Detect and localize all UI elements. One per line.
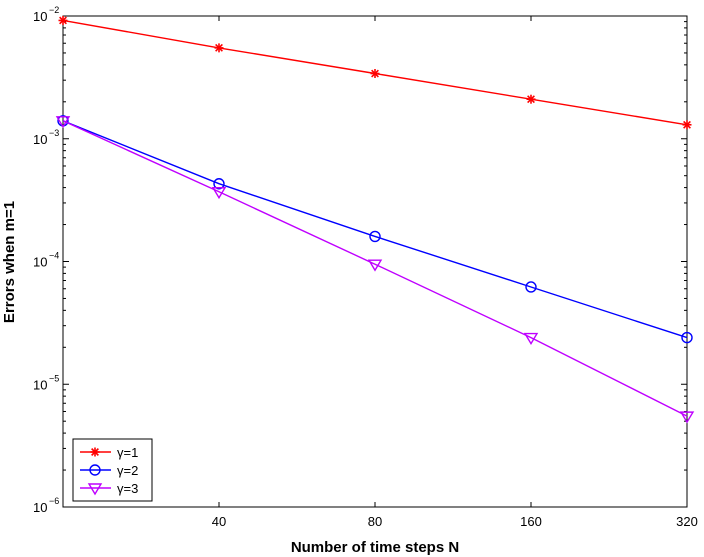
y-tick-base: 10 [33, 500, 47, 515]
y-tick-exponent: −3 [49, 128, 59, 138]
data-point-star [370, 69, 380, 79]
data-point-star [90, 447, 100, 457]
y-tick-base: 10 [33, 9, 47, 24]
y-tick-label: 10 −4 [33, 251, 59, 270]
series-line [62, 120, 688, 417]
series-group [55, 15, 695, 424]
data-point-star [526, 94, 536, 104]
y-tick-label: 10 −3 [33, 128, 59, 147]
x-axis-title: Number of time steps N [291, 539, 459, 556]
data-point-triangle [679, 411, 695, 424]
data-point-triangle [523, 332, 539, 345]
x-tick-label: 160 [520, 514, 542, 529]
legend-label: γ=2 [117, 463, 138, 478]
data-point-circle [525, 281, 537, 293]
series-1 [58, 15, 692, 130]
data-point-circle [681, 331, 693, 344]
data-point-triangle [367, 259, 383, 272]
y-tick-exponent: −4 [49, 251, 59, 261]
y-tick-label: 10 −6 [33, 496, 59, 515]
series-3 [55, 116, 695, 424]
data-point-triangle [55, 116, 71, 129]
legend-item: γ=2 [80, 463, 138, 478]
data-point-triangle [87, 483, 103, 496]
series-line [62, 120, 688, 339]
y-tick-exponent: −2 [49, 5, 59, 15]
legend-item: γ=3 [80, 481, 138, 496]
data-point-circle [369, 230, 381, 243]
data-point-star [58, 15, 68, 25]
y-axis-title: Errors when m=1 [1, 201, 18, 323]
plot-area [62, 15, 688, 508]
y-tick-exponent: −5 [49, 373, 59, 383]
legend-item: γ=1 [80, 445, 138, 460]
x-tick-label: 40 [212, 514, 226, 529]
y-tick-label: 10 −5 [33, 373, 59, 392]
x-tick-label: 80 [368, 514, 382, 529]
y-tick-exponent: −6 [49, 496, 59, 506]
series-2 [57, 115, 693, 344]
data-point-star [214, 43, 224, 53]
legend-label: γ=3 [117, 481, 138, 496]
y-tick-base: 10 [33, 377, 47, 392]
data-point-circle [213, 178, 225, 190]
legend: γ=1 γ=2 γ=3 [72, 438, 153, 502]
y-tick-base: 10 [33, 255, 47, 270]
y-tick-base: 10 [33, 132, 47, 147]
legend-label: γ=1 [117, 445, 138, 460]
data-point-star [682, 120, 692, 130]
x-tick-label: 320 [676, 514, 698, 529]
data-point-circle [89, 464, 101, 476]
data-point-triangle [211, 187, 227, 200]
y-tick-label: 10 −2 [33, 5, 59, 24]
